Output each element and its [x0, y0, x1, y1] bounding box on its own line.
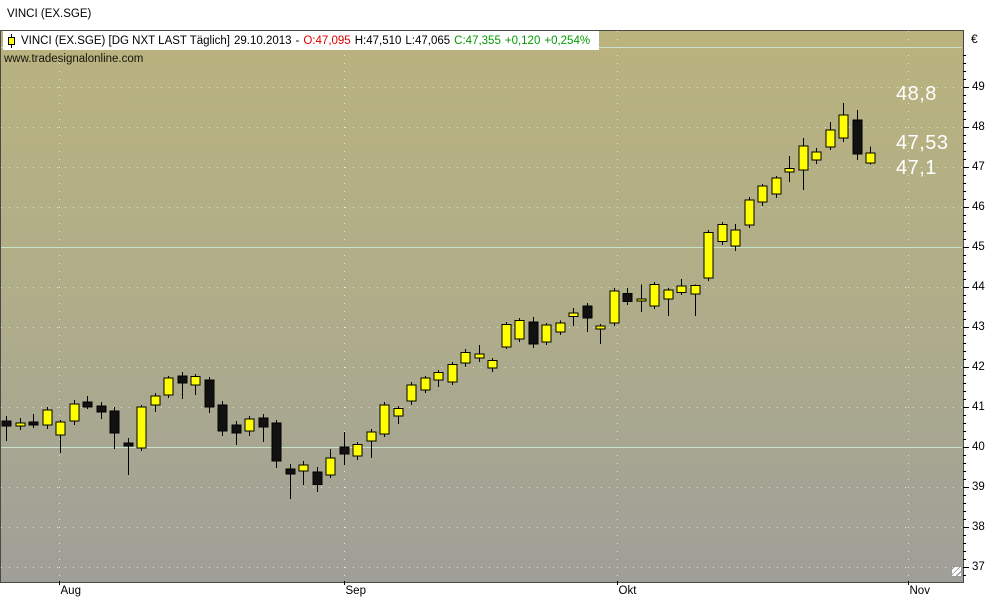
- currency-label: €: [971, 32, 978, 46]
- legend-change-pct: +0,254%: [544, 34, 591, 47]
- legend-dash: -: [295, 34, 300, 47]
- y-axis-tick-label: 49: [972, 81, 985, 93]
- legend-date: 29.10.2013: [233, 34, 292, 47]
- price-level-label: 48,8: [896, 83, 937, 105]
- legend-high: H:47,510: [354, 34, 402, 47]
- candlestick-icon: [8, 33, 15, 48]
- y-axis-tick-label: 43: [972, 321, 985, 333]
- legend-change-abs: +0,120: [504, 34, 541, 47]
- y-axis-tick-label: 42: [972, 361, 985, 373]
- chart-plot-area[interactable]: [0, 30, 964, 583]
- legend-open: O:47,095: [303, 34, 351, 47]
- price-level-label: 47,53: [896, 131, 949, 154]
- y-axis-tick-label: 39: [972, 481, 985, 493]
- y-axis-tick-label: 37: [972, 561, 985, 573]
- x-axis-month-label: Aug: [60, 585, 81, 597]
- legend-close: C:47,355: [454, 34, 501, 47]
- page-title: VINCI (EX.SGE): [7, 8, 92, 20]
- y-axis-tick-label: 41: [972, 401, 985, 413]
- x-axis-month-label: Nov: [909, 585, 930, 597]
- y-axis-tick-label: 46: [972, 201, 985, 213]
- series-legend[interactable]: VINCI (EX.SGE) [DG NXT LAST Täglich] 29.…: [3, 31, 600, 50]
- y-axis-tick-label: 48: [972, 121, 985, 133]
- y-axis-tick-label: 38: [972, 521, 985, 533]
- x-axis-month-label: Okt: [618, 585, 637, 597]
- legend-low: L:47,065: [405, 34, 451, 47]
- y-axis-tick-label: 40: [972, 441, 985, 453]
- y-axis-tick-label: 47: [972, 161, 985, 173]
- y-axis-tick-label: 45: [972, 241, 985, 253]
- x-axis-month-label: Sep: [345, 585, 366, 597]
- price-level-label: 47,1: [896, 157, 937, 179]
- resize-handle-icon[interactable]: [951, 566, 962, 577]
- legend-instrument: VINCI (EX.SGE) [DG NXT LAST Täglich]: [21, 34, 230, 47]
- watermark: www.tradesignalonline.com: [4, 53, 144, 65]
- y-axis-tick-label: 44: [972, 281, 985, 293]
